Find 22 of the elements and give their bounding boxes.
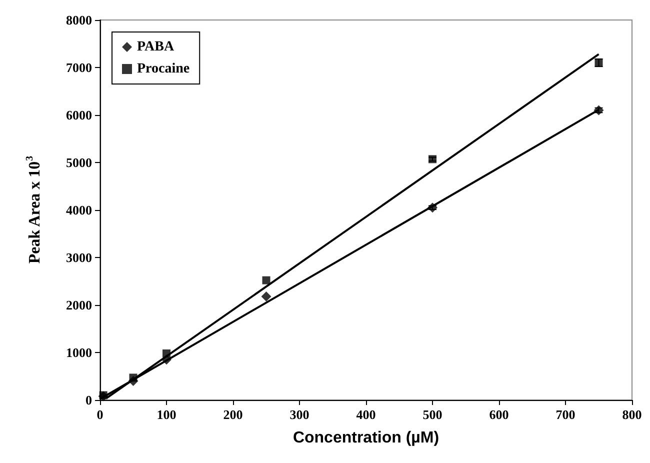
legend-label: PABA [137,40,175,54]
y-tick-label: 8000 [66,12,92,28]
y-tick-label: 1000 [66,345,92,360]
x-tick-label: 300 [290,407,310,422]
x-tick-label: 400 [356,407,376,422]
y-tick-label: 4000 [66,202,92,218]
legend-label: Procaine [137,62,190,76]
y-axis-title: Peak Area x 103 [24,156,44,264]
y-tick-label: 3000 [66,250,92,265]
x-tick-label: 700 [556,407,576,422]
x-tick-label: 0 [96,407,104,422]
y-tick-label: 7000 [66,60,92,75]
y-tick-label: 0 [86,392,92,408]
y-tick-label: 2000 [66,298,92,312]
x-tick-label: 500 [422,407,442,422]
y-tick-label: 6000 [66,108,92,122]
x-tick-label: 600 [489,407,509,422]
x-axis-title: Concentration (µM) [292,430,440,446]
x-tick-label: 100 [156,407,176,422]
x-tick-label: 200 [223,407,243,422]
x-tick-label: 800 [622,407,642,422]
y-tick-label: 5000 [66,155,92,170]
